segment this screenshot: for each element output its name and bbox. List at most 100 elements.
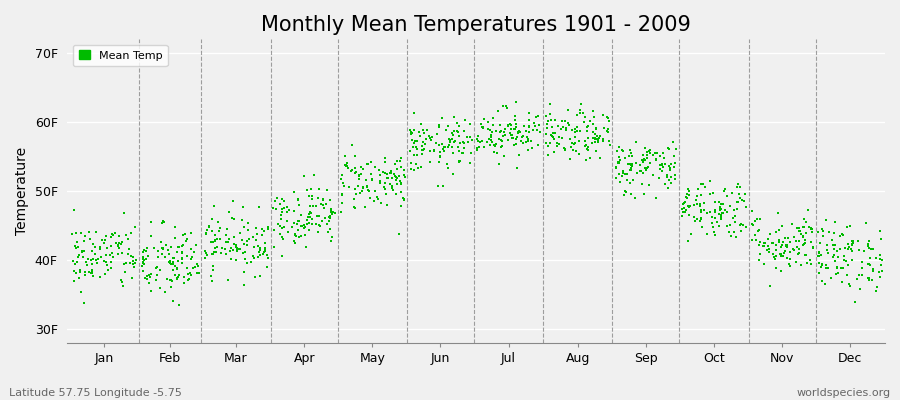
Point xyxy=(204,273,219,280)
Point xyxy=(456,145,471,152)
Point xyxy=(184,256,198,262)
Point xyxy=(237,241,251,247)
Point xyxy=(207,244,221,251)
Point xyxy=(776,253,790,259)
Point xyxy=(666,139,680,145)
Point xyxy=(708,208,723,215)
Point xyxy=(294,223,309,230)
Point xyxy=(112,245,127,251)
Point xyxy=(213,236,228,242)
Point xyxy=(806,244,821,251)
Point xyxy=(791,238,806,244)
Point xyxy=(353,190,367,197)
Point xyxy=(643,147,657,153)
Point xyxy=(169,264,184,271)
Point xyxy=(557,145,572,151)
Point xyxy=(247,253,261,259)
Point xyxy=(835,265,850,271)
Point xyxy=(778,243,793,249)
Point xyxy=(804,225,818,232)
Point xyxy=(364,170,378,177)
Point xyxy=(868,255,883,261)
Point xyxy=(539,139,554,146)
Point xyxy=(782,260,796,267)
Point xyxy=(565,140,580,146)
Point xyxy=(229,257,243,264)
Point xyxy=(109,240,123,247)
Point xyxy=(688,214,702,220)
Point xyxy=(760,247,774,253)
Point xyxy=(172,244,186,250)
Point xyxy=(144,288,158,294)
Point xyxy=(774,244,788,250)
Point xyxy=(554,134,569,141)
Point xyxy=(359,177,374,183)
Point xyxy=(252,247,266,253)
Point xyxy=(634,168,648,174)
Point xyxy=(812,270,826,276)
Point xyxy=(137,257,151,263)
Point xyxy=(484,134,499,140)
Point xyxy=(811,253,825,259)
Point xyxy=(315,196,329,202)
Point xyxy=(317,205,331,211)
Point xyxy=(664,161,679,167)
Point xyxy=(731,198,745,205)
Point xyxy=(557,147,572,153)
Point xyxy=(410,146,425,152)
Point xyxy=(522,110,536,116)
Point xyxy=(837,257,851,263)
Point xyxy=(662,165,677,171)
Point xyxy=(189,261,203,267)
Point xyxy=(143,274,157,281)
Point xyxy=(714,214,728,220)
Point xyxy=(207,249,221,256)
Point xyxy=(275,205,290,212)
Point xyxy=(176,280,191,286)
Point xyxy=(392,172,407,179)
Point xyxy=(814,252,828,258)
Point xyxy=(866,265,880,272)
Point xyxy=(297,221,311,228)
Point xyxy=(280,204,294,211)
Point xyxy=(561,107,575,114)
Point xyxy=(352,172,366,178)
Point xyxy=(135,256,149,262)
Point xyxy=(114,278,129,285)
Point xyxy=(521,147,535,154)
Point xyxy=(677,205,691,212)
Point xyxy=(463,121,477,127)
Point xyxy=(237,269,251,275)
Point xyxy=(694,209,708,215)
Point xyxy=(382,180,397,187)
Point xyxy=(210,244,224,250)
Point xyxy=(716,201,730,208)
Point xyxy=(703,191,717,198)
Point xyxy=(402,148,417,154)
Point xyxy=(722,229,736,236)
Point xyxy=(74,288,88,295)
Point xyxy=(127,264,141,270)
Point xyxy=(507,126,521,132)
Point xyxy=(140,253,155,259)
Point xyxy=(249,236,264,243)
Point xyxy=(364,176,379,183)
Point xyxy=(623,167,637,173)
Point xyxy=(357,204,372,210)
Point xyxy=(791,225,806,232)
Point xyxy=(593,155,608,161)
Point xyxy=(104,234,118,240)
Point xyxy=(804,224,818,231)
Point xyxy=(578,137,592,144)
Point xyxy=(812,260,826,266)
Point xyxy=(590,126,604,132)
Point xyxy=(620,160,634,167)
Point xyxy=(270,195,284,201)
Point xyxy=(255,226,269,232)
Point xyxy=(806,244,820,250)
Point xyxy=(812,250,826,257)
Point xyxy=(838,245,852,252)
Point xyxy=(384,185,399,192)
Point xyxy=(470,147,484,153)
Point xyxy=(510,134,525,140)
